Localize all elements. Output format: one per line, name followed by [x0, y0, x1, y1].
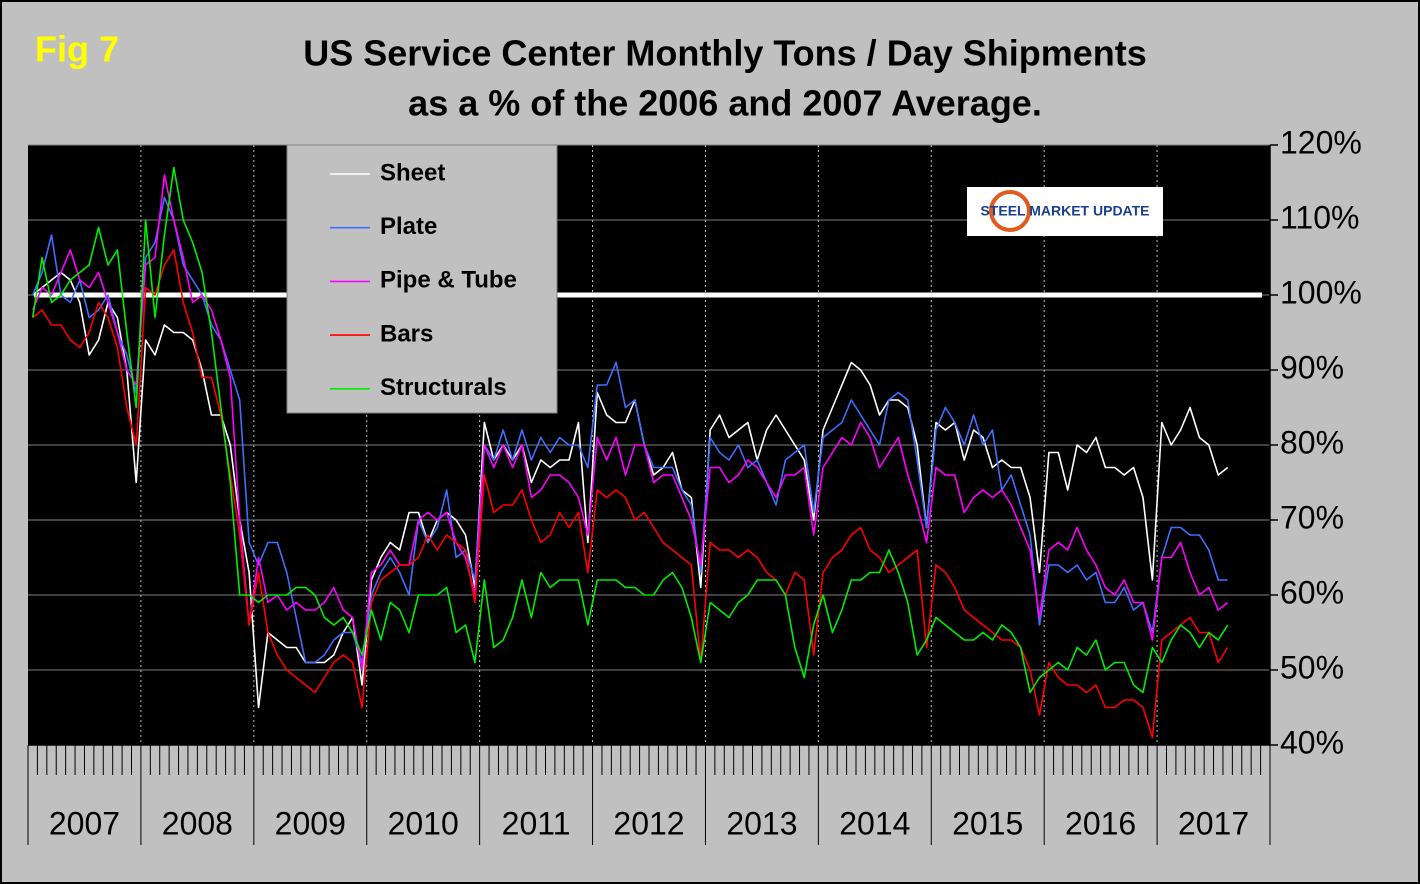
- x-tick-label: 2015: [952, 805, 1023, 841]
- y-tick-label: 110%: [1280, 199, 1359, 235]
- y-tick-label: 60%: [1280, 574, 1344, 610]
- series-line: [32, 249, 1229, 739]
- x-tick-label: 2013: [726, 805, 797, 841]
- legend-label: Plate: [380, 213, 437, 240]
- logo-swoosh: [989, 190, 1031, 232]
- y-tick-label: 100%: [1280, 274, 1362, 310]
- series-line: [32, 271, 1229, 709]
- x-tick-label: 2008: [162, 805, 233, 841]
- series-line: [31, 196, 1228, 664]
- chart-title: US Service Center Monthly Tons / Day Shi…: [303, 33, 1147, 74]
- y-tick-label: 90%: [1280, 349, 1344, 385]
- logo-text: STEEL MARKET UPDATE: [980, 203, 1149, 219]
- y-tick-label: 40%: [1280, 724, 1344, 760]
- legend-box: [286, 144, 558, 414]
- x-tick-label: 2010: [388, 805, 459, 841]
- x-tick-label: 2017: [1178, 805, 1249, 841]
- legend-label: Structurals: [380, 374, 507, 401]
- figure-label: Fig 7: [35, 29, 119, 70]
- legend-label: Sheet: [380, 159, 445, 186]
- chart-subtitle: as a % of the 2006 and 2007 Average.: [408, 83, 1042, 124]
- y-tick-label: 120%: [1280, 124, 1362, 160]
- series-line: [31, 166, 1229, 694]
- x-tick-label: 2016: [1065, 805, 1136, 841]
- x-tick-label: 2014: [839, 805, 910, 841]
- y-tick-label: 70%: [1280, 499, 1344, 535]
- y-tick-label: 80%: [1280, 424, 1344, 460]
- x-tick-label: 2012: [613, 805, 684, 841]
- legend-label: Bars: [380, 320, 433, 347]
- y-tick-label: 50%: [1280, 649, 1344, 685]
- series-line: [31, 174, 1229, 671]
- x-tick-label: 2011: [502, 805, 571, 841]
- x-tick-label: 2009: [275, 805, 346, 841]
- legend-label: Pipe & Tube: [380, 267, 517, 294]
- x-tick-label: 2007: [49, 805, 120, 841]
